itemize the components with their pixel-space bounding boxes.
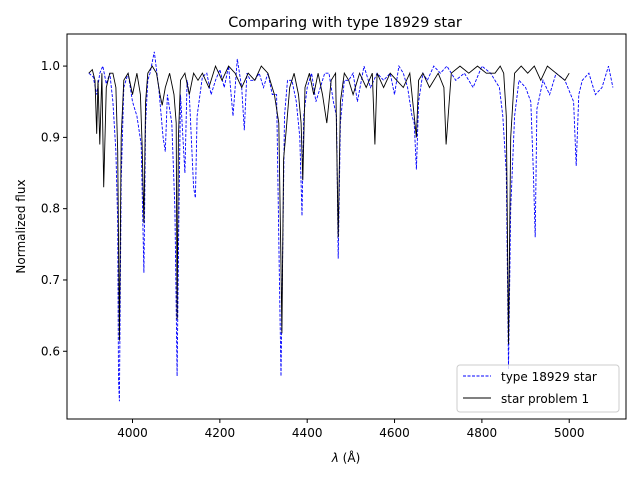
- y-axis: 0.6 0.7 0.8 0.9 1.0: [41, 59, 67, 358]
- chart-title: Comparing with type 18929 star: [228, 15, 462, 31]
- x-tick-label: 4200: [205, 426, 236, 440]
- x-axis: 4000 4200 4400 4600 4800 5000: [117, 419, 585, 440]
- y-tick-label: 0.9: [41, 130, 60, 144]
- y-tick-label: 0.7: [41, 273, 60, 287]
- plot-frame: [66, 33, 627, 420]
- x-tick-label: 4400: [292, 426, 323, 440]
- x-axis-label-symbol: λ: [331, 451, 339, 465]
- y-tick-label: 0.8: [41, 202, 60, 216]
- x-axis-label-unit: (Å): [343, 450, 361, 465]
- x-tick-label: 4600: [379, 426, 410, 440]
- plot-area: [66, 33, 627, 420]
- legend-label-star-problem-1: star problem 1: [501, 392, 589, 406]
- legend: type 18929 star star problem 1: [456, 364, 620, 413]
- legend-frame: [456, 364, 620, 413]
- x-tick-label: 4800: [467, 426, 498, 440]
- y-tick-label: 1.0: [41, 59, 60, 73]
- y-tick-label: 0.6: [41, 344, 60, 358]
- series-line-1: [88, 64, 570, 345]
- x-tick-label: 4000: [117, 426, 148, 440]
- legend-label-type-18929-star: type 18929 star: [501, 370, 597, 384]
- y-axis-label: Normalized flux: [14, 179, 28, 273]
- x-axis-label: λ (Å): [331, 450, 361, 465]
- series-layer: [88, 51, 614, 402]
- x-tick-label: 5000: [554, 426, 585, 440]
